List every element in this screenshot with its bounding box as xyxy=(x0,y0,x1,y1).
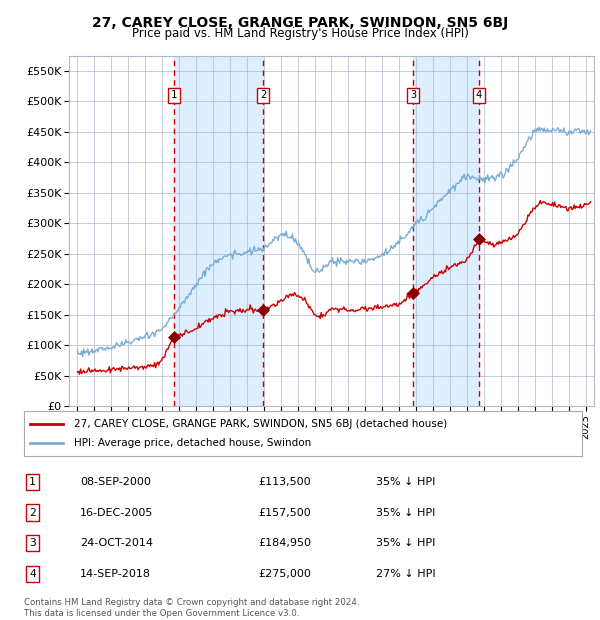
Text: £157,500: £157,500 xyxy=(259,508,311,518)
Text: £113,500: £113,500 xyxy=(259,477,311,487)
Text: 2: 2 xyxy=(260,91,266,100)
Text: £275,000: £275,000 xyxy=(259,569,311,579)
Text: 27% ↓ HPI: 27% ↓ HPI xyxy=(376,569,435,579)
Text: Price paid vs. HM Land Registry's House Price Index (HPI): Price paid vs. HM Land Registry's House … xyxy=(131,27,469,40)
Text: 3: 3 xyxy=(410,91,416,100)
Text: 27, CAREY CLOSE, GRANGE PARK, SWINDON, SN5 6BJ (detached house): 27, CAREY CLOSE, GRANGE PARK, SWINDON, S… xyxy=(74,418,448,428)
Bar xyxy=(174,56,263,406)
Text: HPI: Average price, detached house, Swindon: HPI: Average price, detached house, Swin… xyxy=(74,438,311,448)
Text: 2: 2 xyxy=(29,508,36,518)
Text: 08-SEP-2000: 08-SEP-2000 xyxy=(80,477,151,487)
Text: 4: 4 xyxy=(29,569,36,579)
Text: 35% ↓ HPI: 35% ↓ HPI xyxy=(376,538,435,548)
Text: 4: 4 xyxy=(476,91,482,100)
Text: 27, CAREY CLOSE, GRANGE PARK, SWINDON, SN5 6BJ: 27, CAREY CLOSE, GRANGE PARK, SWINDON, S… xyxy=(92,16,508,30)
Text: 1: 1 xyxy=(171,91,177,100)
Text: 35% ↓ HPI: 35% ↓ HPI xyxy=(376,477,435,487)
Text: 1: 1 xyxy=(29,477,36,487)
Text: 3: 3 xyxy=(29,538,36,548)
Text: 16-DEC-2005: 16-DEC-2005 xyxy=(80,508,153,518)
Text: 24-OCT-2014: 24-OCT-2014 xyxy=(80,538,153,548)
Text: 14-SEP-2018: 14-SEP-2018 xyxy=(80,569,151,579)
Bar xyxy=(413,56,479,406)
Text: 35% ↓ HPI: 35% ↓ HPI xyxy=(376,508,435,518)
Text: Contains HM Land Registry data © Crown copyright and database right 2024.
This d: Contains HM Land Registry data © Crown c… xyxy=(24,598,359,618)
Text: £184,950: £184,950 xyxy=(259,538,311,548)
